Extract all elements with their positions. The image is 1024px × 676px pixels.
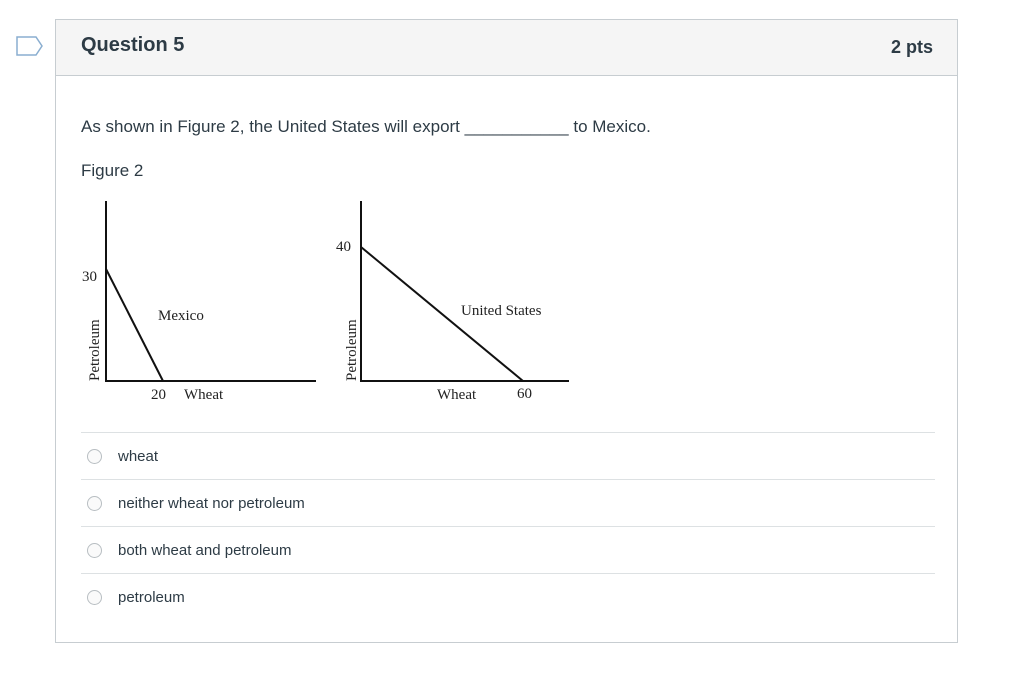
us-y-intercept: 40	[336, 239, 351, 255]
answer-option[interactable]: petroleum	[81, 573, 935, 620]
question-flag-icon[interactable]	[16, 36, 44, 56]
answer-option[interactable]: both wheat and petroleum	[81, 526, 935, 573]
us-ppf-line	[360, 246, 524, 382]
us-x-intercept: 60	[517, 386, 532, 402]
mexico-y-axis-label: Petroleum	[87, 319, 103, 381]
answer-label[interactable]: wheat	[118, 447, 159, 465]
answer-option[interactable]: wheat	[81, 432, 935, 479]
radio-button[interactable]	[87, 542, 102, 558]
mexico-x-intercept: 20	[151, 387, 166, 403]
question-points: 2 pts	[890, 37, 933, 57]
mexico-x-axis-label: Wheat	[184, 387, 224, 403]
answer-label[interactable]: petroleum	[118, 588, 185, 606]
us-x-axis-label: Wheat	[437, 387, 477, 403]
answer-label[interactable]: both wheat and petroleum	[118, 541, 292, 559]
radio-button[interactable]	[87, 495, 102, 511]
question-text: As shown in Figure 2, the United States …	[81, 117, 651, 136]
question-title: Question 5	[81, 34, 185, 56]
us-y-axis-label: Petroleum	[344, 319, 360, 381]
answer-options: wheat neither wheat nor petroleum both w…	[81, 432, 935, 620]
mexico-label: Mexico	[158, 308, 204, 324]
us-label: United States	[461, 303, 542, 319]
figure-label: Figure 2	[81, 161, 144, 180]
question-header: Question 5 2 pts	[56, 20, 957, 76]
answer-label[interactable]: neither wheat nor petroleum	[118, 494, 305, 512]
radio-button[interactable]	[87, 448, 102, 464]
question-card: Question 5 2 pts As shown in Figure 2, t…	[55, 19, 958, 643]
answer-option[interactable]: neither wheat nor petroleum	[81, 479, 935, 526]
mexico-ppf-line	[105, 268, 164, 382]
mexico-y-intercept: 30	[82, 269, 97, 285]
figure-2-diagram: 30 Mexico Petroleum 20 Wheat 40 United S…	[82, 201, 569, 403]
radio-button[interactable]	[87, 589, 102, 605]
